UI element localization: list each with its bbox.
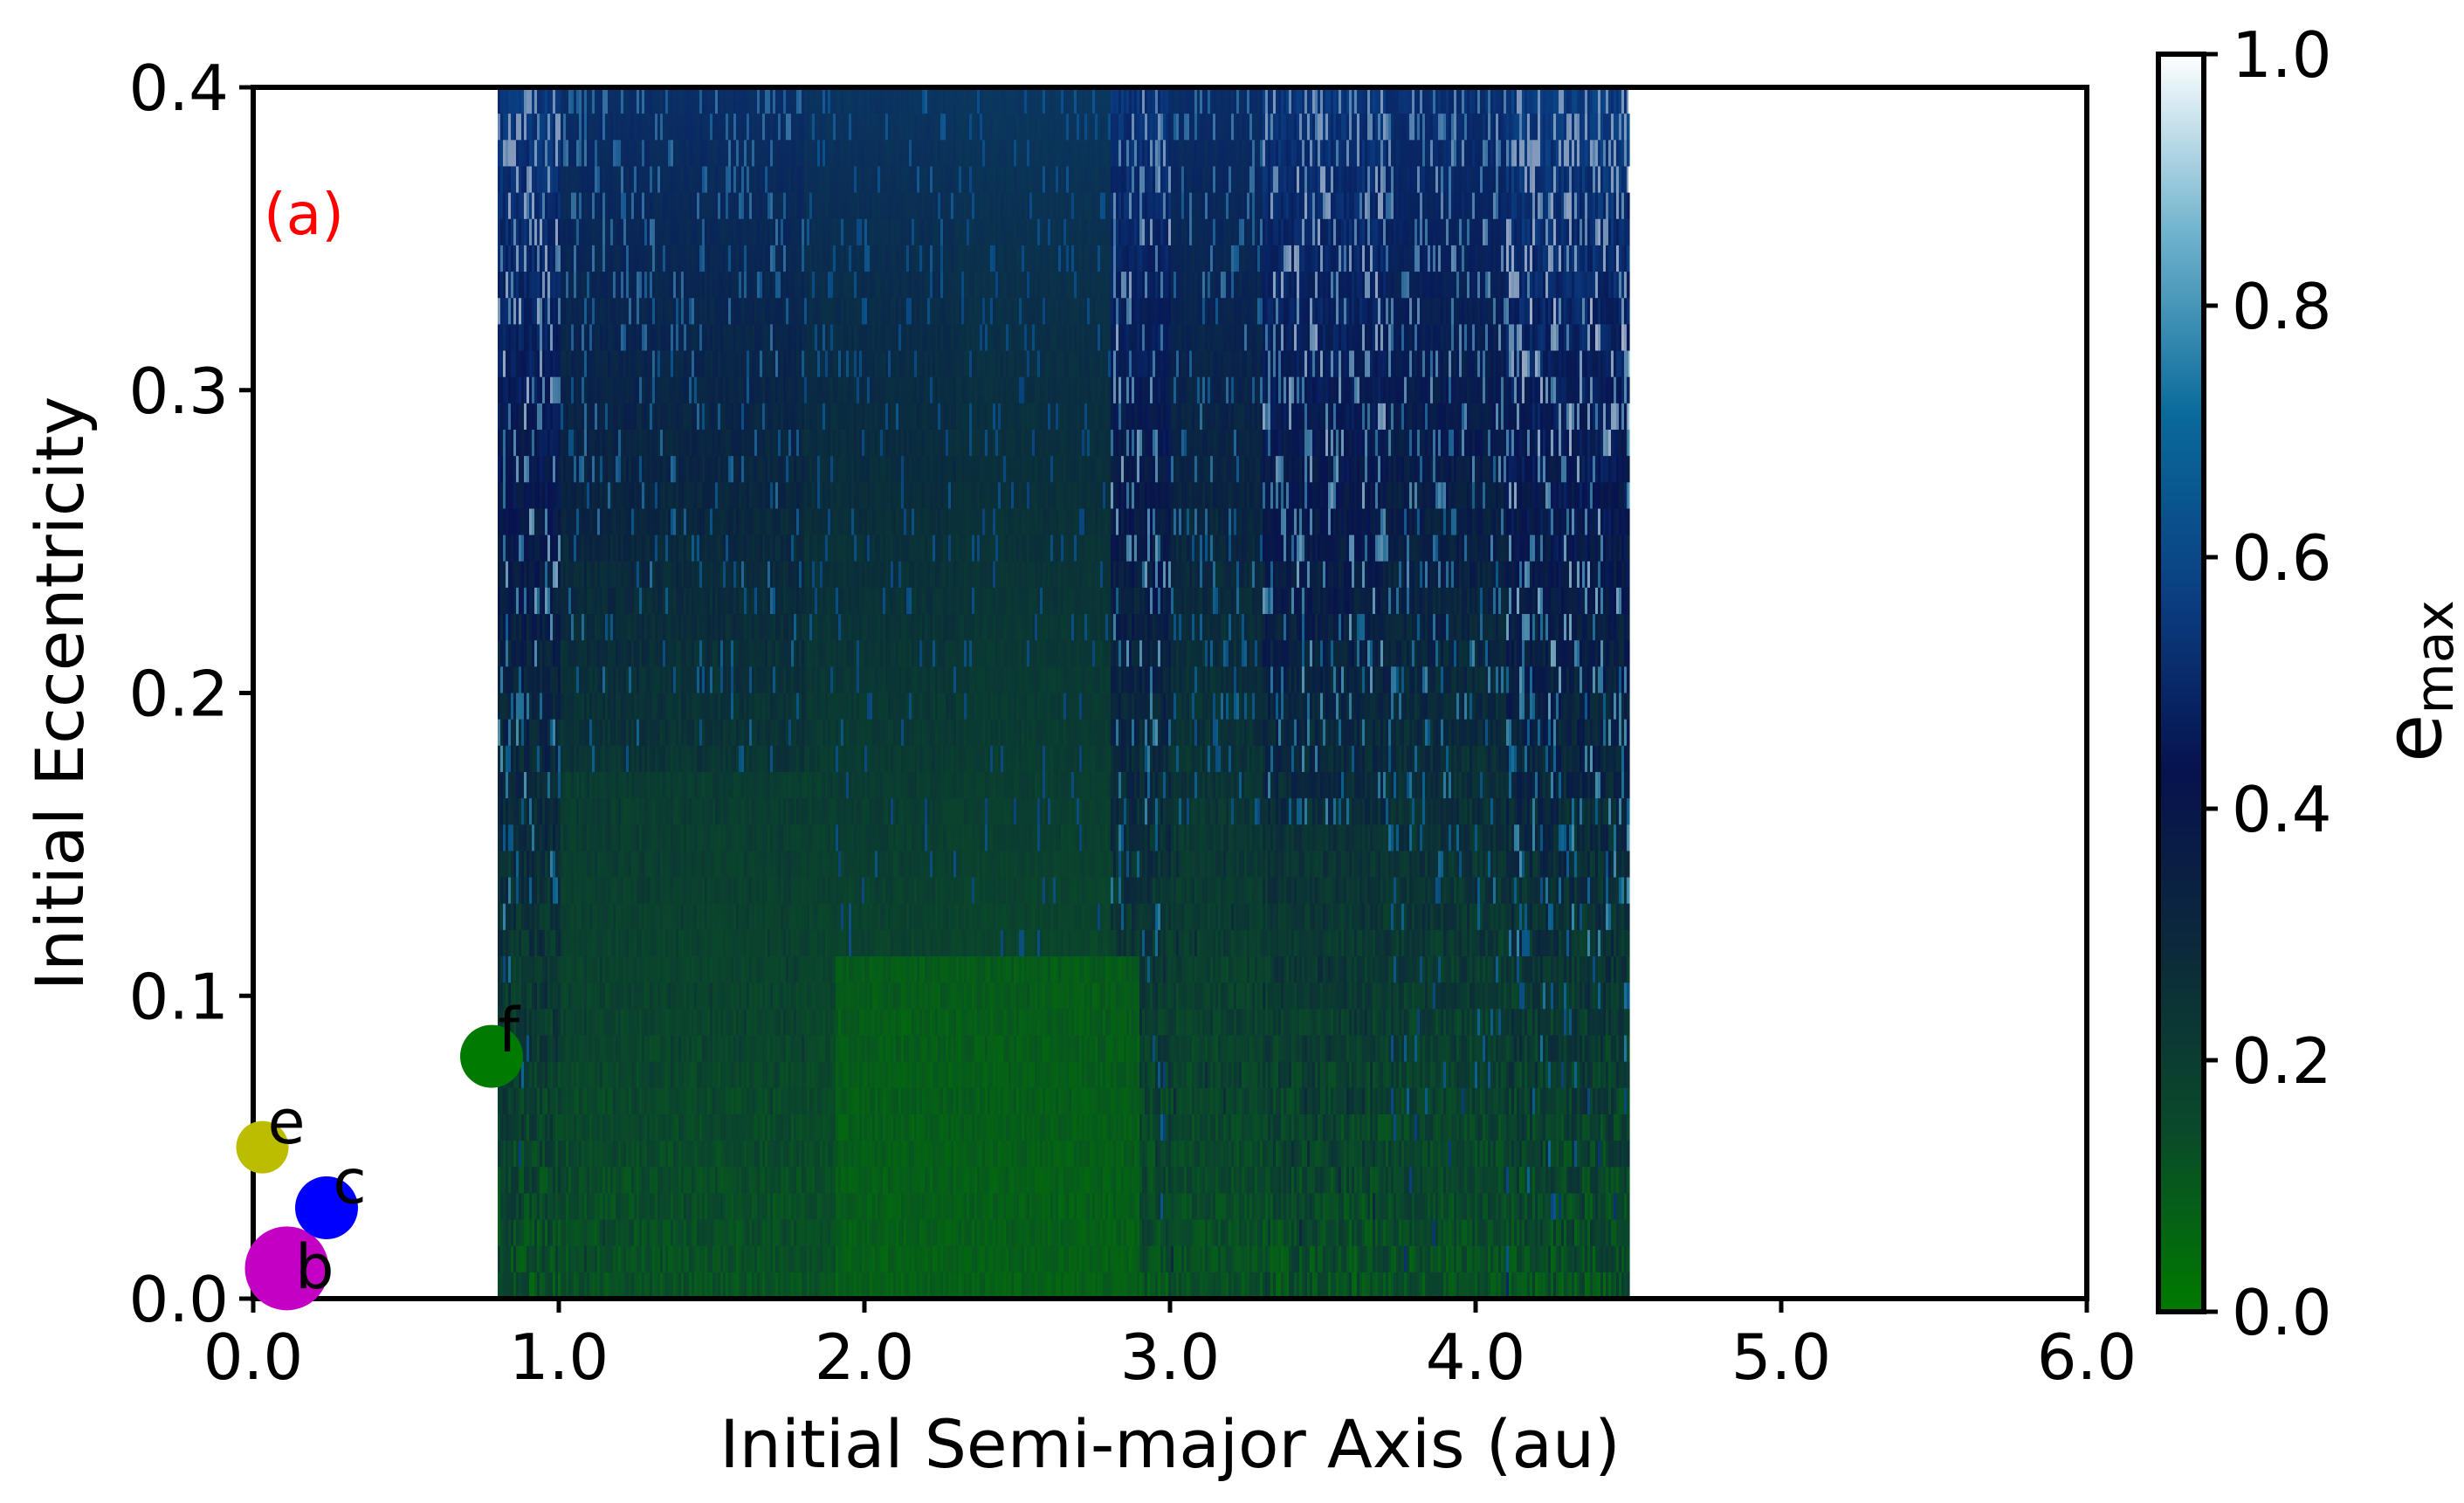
- panel-label: (a): [264, 181, 344, 248]
- colorbar-tick-label: 0.2: [2232, 1024, 2332, 1098]
- y-tick-label: 0.0: [128, 1263, 229, 1336]
- colorbar-label-main: e: [2368, 714, 2460, 762]
- colorbar-frame: [2156, 52, 2206, 1314]
- x-tick-label: 0.0: [203, 1320, 304, 1394]
- y-axis: 0.0 0.1 0.2 0.3 0.4: [128, 52, 253, 1336]
- planet-label-f: f: [498, 995, 520, 1066]
- x-tick-label: 4.0: [1426, 1320, 1526, 1394]
- y-tick-label: 0.2: [128, 658, 229, 731]
- x-tick-label: 3.0: [1120, 1320, 1221, 1394]
- planet-marker-b: [244, 1226, 329, 1311]
- planet-label-b: b: [295, 1231, 334, 1303]
- colorbar-fill: [2158, 54, 2204, 1312]
- y-tick-label: 0.4: [128, 52, 229, 125]
- x-tick-label: 2.0: [815, 1320, 915, 1394]
- colorbar-ticks: 0.0 0.2 0.4 0.6 0.8 1.0: [2204, 18, 2332, 1349]
- colorbar-tick-label: 1.0: [2232, 18, 2332, 92]
- colorbar-label: emax: [2368, 600, 2464, 762]
- x-axis: 0.0 1.0 2.0 3.0 4.0 5.0 6.0: [203, 1299, 2137, 1394]
- colorbar-tick-label: 0.6: [2232, 521, 2332, 595]
- colorbar-tick-label: 0.8: [2232, 270, 2332, 343]
- planet-marker-f: [460, 1024, 523, 1088]
- planet-label-e: e: [268, 1086, 306, 1158]
- colorbar-label-sub: max: [2405, 600, 2464, 714]
- planet-marker-c: [295, 1176, 358, 1239]
- y-axis-title: Initial Eccentricity: [21, 396, 99, 991]
- x-tick-label: 6.0: [2037, 1320, 2137, 1394]
- planet-label-c: c: [333, 1147, 367, 1218]
- stability-heatmap: [498, 87, 1630, 1299]
- plot-area: [498, 87, 1630, 1299]
- colorbar-tick-label: 0.0: [2232, 1276, 2332, 1349]
- colorbar-tick-label: 0.4: [2232, 773, 2332, 846]
- y-tick-label: 0.1: [128, 960, 229, 1033]
- x-tick-label: 1.0: [509, 1320, 609, 1394]
- x-tick-label: 5.0: [1731, 1320, 1832, 1394]
- colorbar: 0.0 0.2 0.4 0.6 0.8 1.0 emax: [2156, 18, 2464, 1349]
- x-axis-title: Initial Semi-major Axis (au): [719, 1405, 1621, 1483]
- planet-markers: bce f: [236, 995, 523, 1311]
- y-tick-label: 0.3: [128, 355, 229, 428]
- planet-marker-e: [236, 1120, 289, 1174]
